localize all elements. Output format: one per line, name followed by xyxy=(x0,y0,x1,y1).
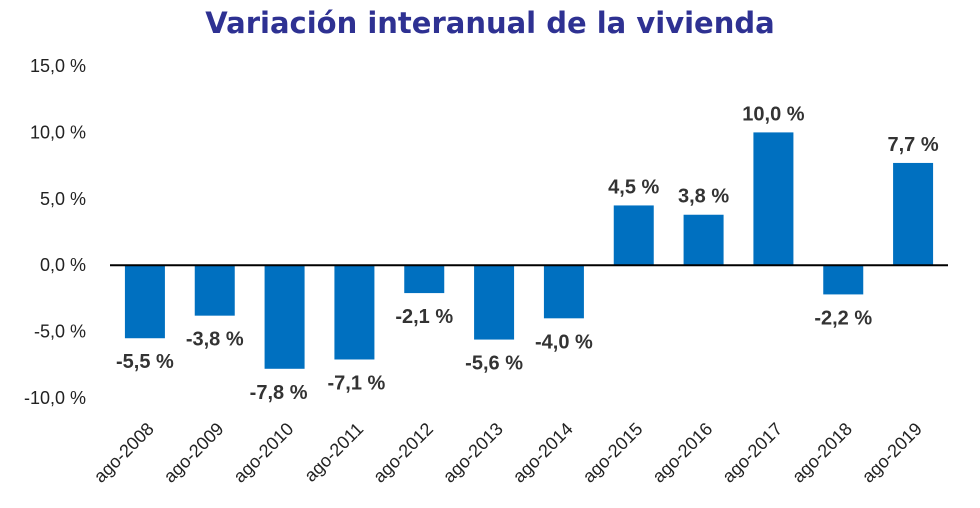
x-tick-label: ago-2013 xyxy=(439,419,507,487)
y-tick-label: 0,0 % xyxy=(40,255,86,275)
y-tick-label: 5,0 % xyxy=(40,189,86,209)
bar xyxy=(124,265,165,339)
bar xyxy=(823,265,864,295)
x-tick-label: ago-2010 xyxy=(229,419,297,487)
x-tick-label: ago-2008 xyxy=(90,419,158,487)
data-label: 10,0 % xyxy=(742,103,804,125)
x-tick-label: ago-2012 xyxy=(369,419,437,487)
bar xyxy=(683,214,724,266)
bar xyxy=(543,265,584,319)
bar xyxy=(194,265,235,316)
bar xyxy=(474,265,515,340)
x-tick-label: ago-2009 xyxy=(160,419,228,487)
chart-title: Variación interanual de la vivienda xyxy=(205,6,775,40)
data-label: -5,6 % xyxy=(465,353,523,375)
y-axis-ticks: 15,0 % 10,0 % 5,0 % 0,0 % -5,0 % -10,0 % xyxy=(24,56,86,408)
data-label: -5,5 % xyxy=(116,351,174,373)
bar xyxy=(334,265,375,360)
bar xyxy=(753,132,794,266)
x-tick-label: ago-2014 xyxy=(509,419,577,487)
data-label: -2,1 % xyxy=(395,306,453,328)
x-axis-labels: ago-2008 ago-2009 ago-2010 ago-2011 ago-2012… xyxy=(90,419,926,487)
bar xyxy=(613,205,654,266)
data-label: 4,5 % xyxy=(608,176,659,198)
data-label: -3,8 % xyxy=(186,329,244,351)
x-tick-label: ago-2016 xyxy=(648,419,716,487)
data-label: -7,8 % xyxy=(250,382,308,404)
x-tick-label: ago-2017 xyxy=(718,419,786,487)
y-tick-label: 10,0 % xyxy=(30,122,86,142)
data-label: -7,1 % xyxy=(328,372,386,394)
data-label: 3,8 % xyxy=(678,186,729,208)
data-label: -2,2 % xyxy=(814,307,872,329)
x-tick-label: ago-2018 xyxy=(788,419,856,487)
bar xyxy=(893,162,934,266)
y-tick-label: -10,0 % xyxy=(24,388,86,408)
x-tick-label: ago-2019 xyxy=(858,419,926,487)
x-tick-label: ago-2015 xyxy=(579,419,647,487)
bar xyxy=(404,265,445,294)
data-labels: -5,5 % -3,8 % -7,8 % -7,1 % -2,1 % -5,6 % -4,0… xyxy=(116,103,939,403)
bars xyxy=(124,132,934,369)
y-tick-label: -5,0 % xyxy=(34,322,86,342)
data-label: -4,0 % xyxy=(535,331,593,353)
y-tick-label: 15,0 % xyxy=(30,56,86,76)
data-label: 7,7 % xyxy=(888,134,939,156)
x-tick-label: ago-2011 xyxy=(300,419,367,486)
bar xyxy=(264,265,305,369)
